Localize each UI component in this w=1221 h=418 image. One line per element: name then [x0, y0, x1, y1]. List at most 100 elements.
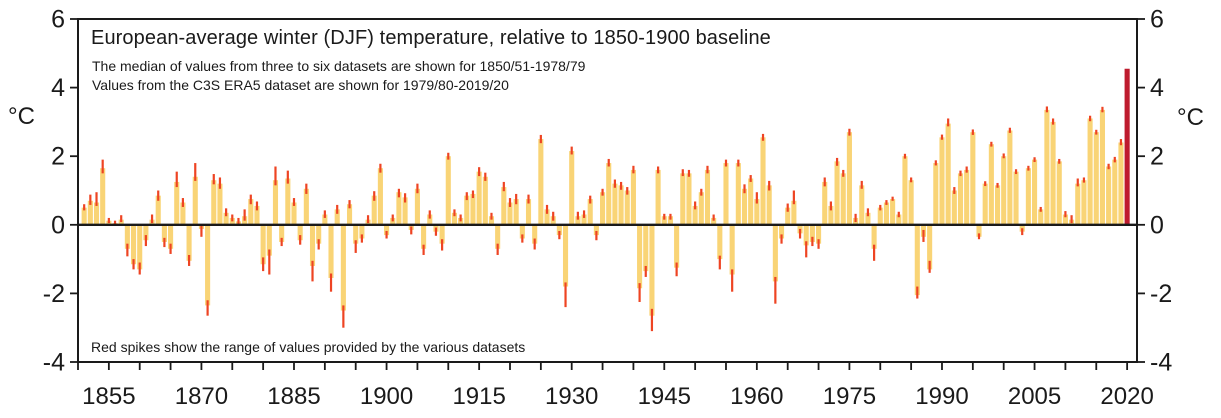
range-spikes-layer: [83, 106, 1123, 332]
bar-1906: [421, 224, 427, 249]
bar-1969: [809, 224, 815, 242]
bar-1968: [803, 224, 809, 246]
bar-1923: [525, 199, 532, 225]
bar-1954: [717, 224, 723, 260]
bar-1868: [186, 224, 192, 261]
bar-1895: [353, 224, 359, 244]
bar-2010: [1062, 214, 1068, 225]
y-axis-unit-right: °C: [1177, 104, 1204, 131]
bar-2019: [1118, 142, 1124, 225]
bar-1914: [470, 193, 476, 225]
bar-1894: [346, 204, 353, 225]
x-tick-label-1900: 1900: [360, 383, 413, 410]
bar-1902: [396, 192, 402, 225]
y-tick-label-right-2: 2: [1150, 143, 1164, 171]
bar-1986: [914, 224, 920, 296]
y-tick-label-right--2: -2: [1150, 280, 1172, 308]
bar-1943: [649, 224, 655, 316]
bar-1972: [828, 205, 834, 225]
bar-1978: [865, 212, 871, 225]
bar-1924: [532, 224, 538, 244]
bar-1984: [902, 156, 908, 225]
y-tick-label-left-0: 0: [51, 211, 65, 239]
x-tick-label-1870: 1870: [175, 383, 228, 410]
bar-1998: [988, 144, 994, 225]
chart-title: European-average winter (DJF) temperatur…: [91, 27, 771, 49]
bar-1854: [100, 168, 106, 225]
chart-subtitle-median: The median of values from three to six d…: [92, 58, 586, 74]
bar-1905: [414, 188, 420, 225]
bar-1979: [871, 224, 877, 249]
bar-1929: [562, 224, 569, 287]
bar-1948: [680, 173, 686, 225]
bar-1977: [859, 185, 865, 225]
bar-1896: [359, 224, 365, 239]
bar-1982: [890, 199, 896, 225]
bar-2020: [1124, 68, 1130, 225]
bar-1962: [766, 185, 772, 225]
bar-1942: [643, 224, 649, 272]
x-tick-label-1975: 1975: [823, 383, 876, 410]
x-tick-label-1960: 1960: [730, 383, 783, 410]
y-axis-unit-left: °C: [8, 103, 35, 130]
bar-1863: [155, 195, 161, 225]
x-tick-label-1930: 1930: [545, 383, 598, 410]
bar-1952: [704, 169, 711, 225]
bar-1992: [951, 190, 957, 225]
bar-1950: [692, 205, 698, 225]
bar-1893: [340, 224, 346, 311]
bar-1947: [674, 224, 680, 268]
bar-1974: [840, 173, 846, 225]
x-tick-label-1915: 1915: [452, 383, 505, 410]
bar-1946: [667, 216, 673, 225]
bar-1928: [556, 224, 562, 236]
bar-1963: [772, 224, 778, 282]
bar-1881: [266, 224, 272, 256]
bar-1930: [569, 151, 575, 225]
bar-1931: [575, 216, 581, 225]
bar-1857: [118, 219, 124, 225]
bar-1925: [538, 139, 544, 225]
bar-1970: [816, 224, 822, 244]
bar-1920: [507, 202, 513, 225]
bar-2017: [1106, 166, 1112, 225]
bar-1964: [778, 224, 785, 239]
bar-2001: [1007, 130, 1013, 225]
bar-1990: [939, 137, 945, 225]
bar-1958: [741, 188, 748, 225]
bar-1932: [581, 214, 587, 225]
y-tick-label-right-0: 0: [1150, 211, 1164, 239]
x-tick-label-1990: 1990: [915, 383, 968, 410]
bar-2018: [1112, 159, 1118, 225]
bar-1997: [982, 183, 988, 225]
bar-2004: [1025, 168, 1031, 225]
y-tick-label-right-4: 4: [1150, 74, 1164, 102]
bar-1919: [501, 187, 507, 225]
bar-1909: [439, 224, 445, 244]
bar-1926: [544, 209, 550, 225]
y-tick-label-left--4: -4: [43, 349, 65, 377]
bar-1910: [445, 156, 451, 225]
bar-1957: [735, 163, 741, 225]
axes-layer: [70, 18, 1145, 370]
bar-2016: [1099, 109, 1105, 225]
bar-1859: [130, 224, 137, 265]
x-tick-label-1855: 1855: [82, 383, 135, 410]
y-tick-label-right--4: -4: [1150, 349, 1172, 377]
bar-1916: [482, 176, 488, 225]
bar-1858: [124, 224, 130, 249]
x-tick-label-1945: 1945: [638, 383, 691, 410]
bar-1867: [180, 202, 186, 225]
x-tick-label-2005: 2005: [1008, 383, 1061, 410]
bar-1944: [655, 169, 661, 225]
bar-2000: [1001, 156, 1007, 225]
bar-2015: [1093, 132, 1099, 225]
bar-1880: [260, 224, 266, 265]
bar-1934: [593, 224, 599, 236]
bar-1869: [192, 176, 198, 225]
bar-1878: [248, 199, 254, 225]
bar-1993: [957, 173, 964, 225]
bar-1891: [328, 224, 334, 278]
bar-2014: [1087, 118, 1093, 225]
